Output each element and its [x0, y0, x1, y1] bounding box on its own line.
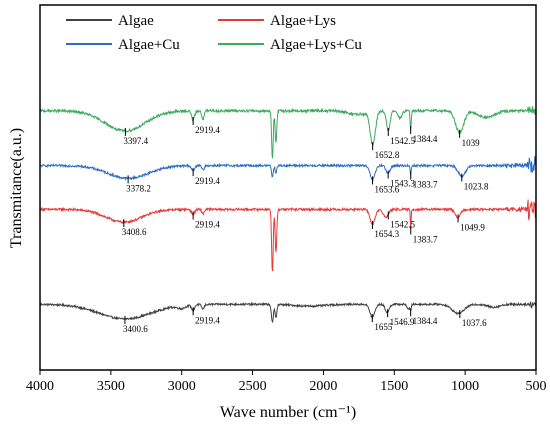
- peak-label: 1655: [374, 322, 393, 332]
- peak-label: 2919.4: [195, 315, 220, 325]
- peak-label: 1023.8: [464, 182, 489, 192]
- peak-label: 3408.6: [122, 227, 147, 237]
- legend-label: Algae+Lys+Cu: [270, 37, 362, 53]
- peak-label: 1384.4: [413, 134, 438, 144]
- peak-label: 1039: [462, 138, 481, 148]
- peak-label: 1037.6: [462, 318, 487, 328]
- plot-frame: [39, 4, 537, 371]
- x-axis-title: Wave number (cm⁻¹): [220, 404, 356, 421]
- x-tick-label: 500: [526, 379, 547, 394]
- series-layer: [39, 105, 537, 324]
- peak-label: 1383.7: [413, 234, 438, 244]
- peak-label: 1049.9: [460, 222, 485, 232]
- y-axis-title: Transmitance(a.u.): [8, 128, 25, 248]
- x-tick-label: 1500: [380, 379, 408, 394]
- series-line-1: [39, 199, 537, 272]
- x-tick-label: 3500: [97, 379, 125, 394]
- x-tick-label: 2000: [309, 379, 337, 394]
- legend: Algae Algae+Lys Algae+Cu Algae+Lys+Cu: [66, 13, 362, 53]
- series-line-3: [39, 105, 537, 159]
- peak-label: 2919.4: [195, 125, 220, 135]
- peak-label: 2919.4: [195, 220, 220, 230]
- peak-label: 1542.5: [390, 136, 415, 146]
- legend-label: Algae: [118, 13, 154, 29]
- peak-label: 1652.8: [375, 150, 400, 160]
- peak-label: 3378.2: [126, 183, 151, 193]
- peak-label: 2919.4: [195, 176, 220, 186]
- series-line-2: [39, 156, 537, 182]
- peak-label: 3397.4: [123, 136, 148, 146]
- peak-label: 1384.4: [413, 316, 438, 326]
- x-tick-label: 4000: [26, 379, 54, 394]
- peak-label: 1546.9: [390, 317, 415, 327]
- legend-label: Algae+Cu: [118, 37, 180, 53]
- peak-label: 3400.6: [123, 324, 148, 334]
- x-tick-label: 1000: [451, 379, 479, 394]
- series-line-0: [39, 301, 537, 324]
- legend-label: Algae+Lys: [270, 13, 336, 29]
- x-tick-label: 3000: [168, 379, 196, 394]
- peak-label: 1542.5: [390, 219, 415, 229]
- peak-label: 1653.6: [375, 184, 400, 194]
- peak-label: 1543.3: [390, 179, 415, 189]
- peak-label: 1654.3: [374, 229, 399, 239]
- x-axis-ticks: 4000 3500 3000 2500 2000 1500 1000 500: [26, 370, 547, 394]
- x-tick-label: 2500: [239, 379, 267, 394]
- peak-label: 1383.7: [413, 180, 438, 190]
